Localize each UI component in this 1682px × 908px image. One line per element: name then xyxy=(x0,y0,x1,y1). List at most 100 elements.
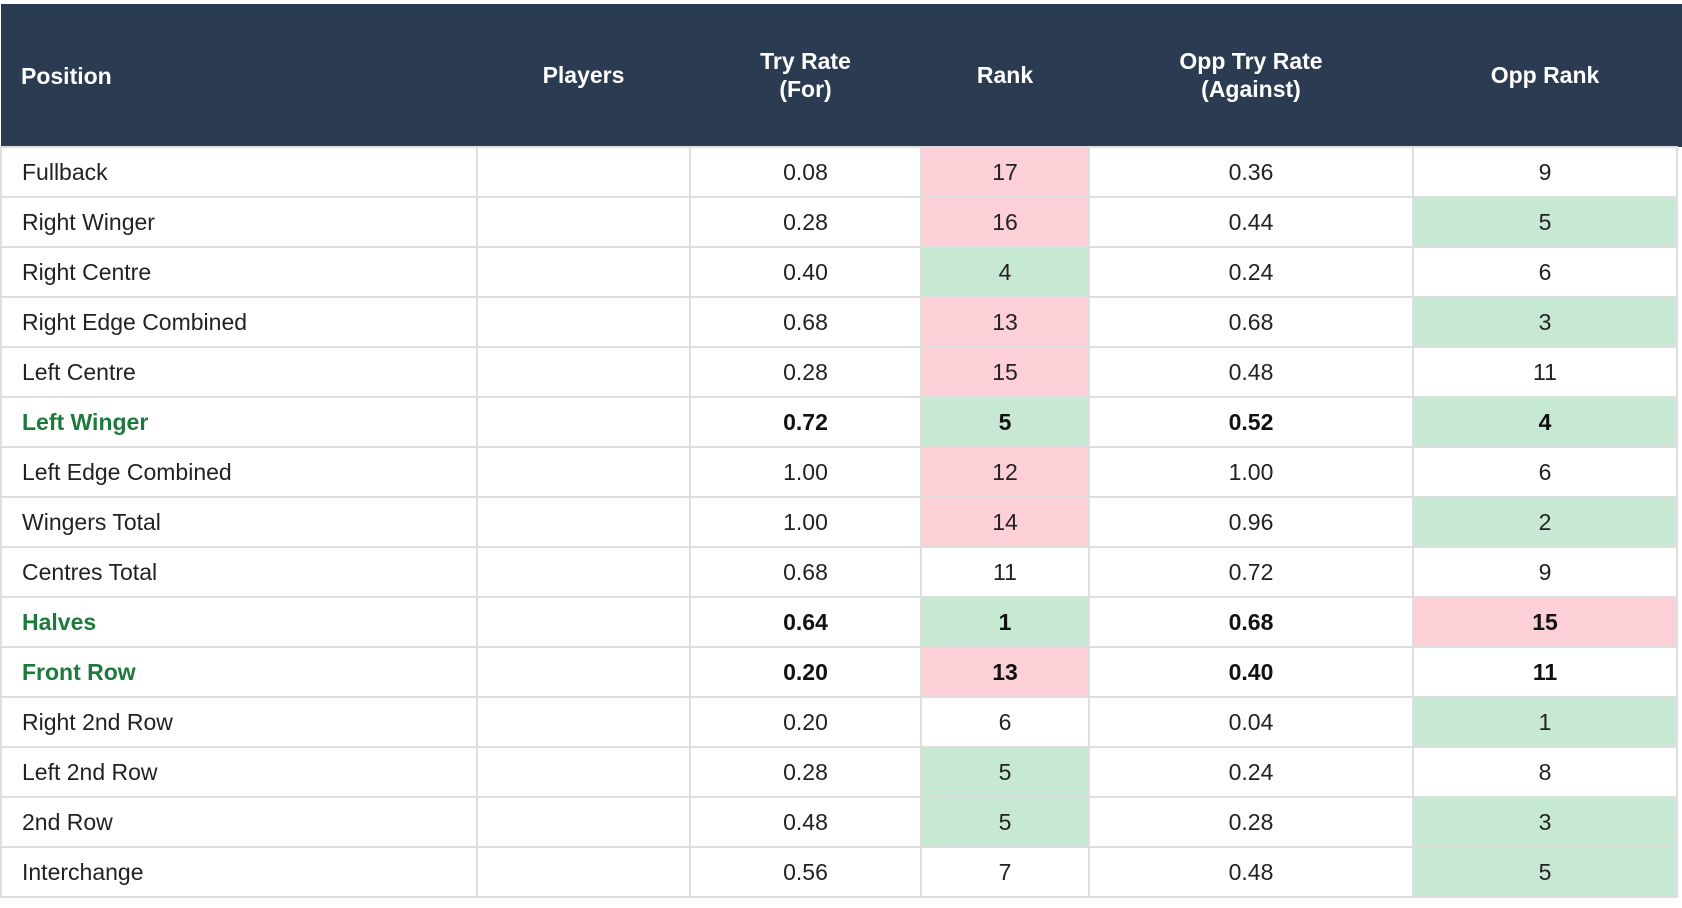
table-row: Wingers Total 1.00 14 0.96 2 xyxy=(0,496,1682,548)
table-row: Interchange 0.56 7 0.48 5 xyxy=(0,846,1682,898)
cell-rank: 13 xyxy=(920,296,1090,348)
table-row: Left Edge Combined 1.00 12 1.00 6 xyxy=(0,446,1682,498)
cell-try-rate: 0.72 xyxy=(689,396,922,448)
try-rate-table-container: Position Players Try Rate (For) Rank Opp… xyxy=(0,4,1682,898)
cell-position: Fullback xyxy=(0,146,478,198)
cell-opp-try-rate: 0.36 xyxy=(1088,146,1414,198)
table-row: Left Winger 0.72 5 0.52 4 xyxy=(0,396,1682,448)
cell-position: Right Winger xyxy=(0,196,478,248)
cell-position: Left Edge Combined xyxy=(0,446,478,498)
cell-opp-try-rate: 0.68 xyxy=(1088,596,1414,648)
table-row: Halves 0.64 1 0.68 15 xyxy=(0,596,1682,648)
cell-opp-try-rate: 0.40 xyxy=(1088,646,1414,698)
cell-edge xyxy=(1676,647,1682,697)
cell-players xyxy=(476,446,691,498)
cell-opp-try-rate: 0.48 xyxy=(1088,846,1414,898)
cell-edge xyxy=(1676,697,1682,747)
cell-opp-rank: 4 xyxy=(1412,396,1678,448)
cell-edge xyxy=(1676,297,1682,347)
cell-players xyxy=(476,346,691,398)
table-row: 2nd Row 0.48 5 0.28 3 xyxy=(0,796,1682,848)
cell-players xyxy=(476,146,691,198)
cell-edge xyxy=(1676,447,1682,497)
cell-rank: 11 xyxy=(920,546,1090,598)
cell-players xyxy=(476,496,691,548)
cell-opp-try-rate: 0.68 xyxy=(1088,296,1414,348)
cell-players xyxy=(476,746,691,798)
cell-try-rate: 0.68 xyxy=(689,546,922,598)
cell-opp-try-rate: 0.48 xyxy=(1088,346,1414,398)
cell-opp-try-rate: 0.28 xyxy=(1088,796,1414,848)
table-body: Fullback 0.08 17 0.36 9 Right Winger 0.28 16 0.4… xyxy=(0,146,1682,898)
cell-rank: 5 xyxy=(920,396,1090,448)
cell-position: Front Row xyxy=(0,646,478,698)
cell-position: Left Centre xyxy=(0,346,478,398)
cell-edge xyxy=(1676,347,1682,397)
header-try-rate-line2: (For) xyxy=(779,76,832,102)
cell-opp-rank: 6 xyxy=(1412,246,1678,298)
cell-edge xyxy=(1676,797,1682,847)
try-rate-table: Position Players Try Rate (For) Rank Opp… xyxy=(0,4,1682,898)
cell-players xyxy=(476,646,691,698)
header-position: Position xyxy=(1,4,477,147)
cell-opp-rank: 5 xyxy=(1412,846,1678,898)
cell-edge xyxy=(1676,197,1682,247)
header-row: Position Players Try Rate (For) Rank Opp… xyxy=(1,4,1682,147)
header-edge xyxy=(1677,4,1682,147)
cell-opp-try-rate: 0.44 xyxy=(1088,196,1414,248)
cell-opp-rank: 15 xyxy=(1412,596,1678,648)
cell-rank: 16 xyxy=(920,196,1090,248)
header-opp-rank: Opp Rank xyxy=(1413,4,1677,147)
cell-edge xyxy=(1676,147,1682,197)
cell-rank: 5 xyxy=(920,796,1090,848)
table-row: Left 2nd Row 0.28 5 0.24 8 xyxy=(0,746,1682,798)
cell-players xyxy=(476,246,691,298)
cell-opp-rank: 3 xyxy=(1412,296,1678,348)
cell-try-rate: 0.68 xyxy=(689,296,922,348)
cell-try-rate: 0.08 xyxy=(689,146,922,198)
cell-rank: 17 xyxy=(920,146,1090,198)
cell-players xyxy=(476,846,691,898)
cell-opp-try-rate: 1.00 xyxy=(1088,446,1414,498)
table-row: Left Centre 0.28 15 0.48 11 xyxy=(0,346,1682,398)
cell-position: Centres Total xyxy=(0,546,478,598)
cell-try-rate: 0.28 xyxy=(689,746,922,798)
cell-position: 2nd Row xyxy=(0,796,478,848)
cell-try-rate: 0.56 xyxy=(689,846,922,898)
cell-opp-rank: 11 xyxy=(1412,346,1678,398)
cell-opp-rank: 3 xyxy=(1412,796,1678,848)
cell-opp-try-rate: 0.24 xyxy=(1088,246,1414,298)
cell-rank: 4 xyxy=(920,246,1090,298)
header-opp-try-rate-line2: (Against) xyxy=(1201,76,1301,102)
cell-position: Right 2nd Row xyxy=(0,696,478,748)
cell-players xyxy=(476,396,691,448)
cell-opp-rank: 2 xyxy=(1412,496,1678,548)
cell-opp-try-rate: 0.72 xyxy=(1088,546,1414,598)
cell-position: Right Centre xyxy=(0,246,478,298)
cell-edge xyxy=(1676,247,1682,297)
cell-opp-rank: 9 xyxy=(1412,146,1678,198)
cell-rank: 13 xyxy=(920,646,1090,698)
cell-edge xyxy=(1676,397,1682,447)
table-row: Front Row 0.20 13 0.40 11 xyxy=(0,646,1682,698)
cell-rank: 15 xyxy=(920,346,1090,398)
header-try-rate-line1: Try Rate xyxy=(760,48,851,74)
table-row: Right 2nd Row 0.20 6 0.04 1 xyxy=(0,696,1682,748)
cell-opp-rank: 8 xyxy=(1412,746,1678,798)
cell-opp-try-rate: 0.24 xyxy=(1088,746,1414,798)
cell-position: Wingers Total xyxy=(0,496,478,548)
cell-players xyxy=(476,546,691,598)
cell-players xyxy=(476,196,691,248)
table-row: Right Centre 0.40 4 0.24 6 xyxy=(0,246,1682,298)
cell-try-rate: 0.20 xyxy=(689,696,922,748)
cell-edge xyxy=(1676,747,1682,797)
header-try-rate: Try Rate (For) xyxy=(690,4,921,147)
cell-edge xyxy=(1676,597,1682,647)
cell-rank: 6 xyxy=(920,696,1090,748)
header-rank: Rank xyxy=(921,4,1089,147)
table-row: Fullback 0.08 17 0.36 9 xyxy=(0,146,1682,198)
cell-position: Right Edge Combined xyxy=(0,296,478,348)
cell-try-rate: 1.00 xyxy=(689,496,922,548)
table-row: Right Edge Combined 0.68 13 0.68 3 xyxy=(0,296,1682,348)
table-row: Centres Total 0.68 11 0.72 9 xyxy=(0,546,1682,598)
